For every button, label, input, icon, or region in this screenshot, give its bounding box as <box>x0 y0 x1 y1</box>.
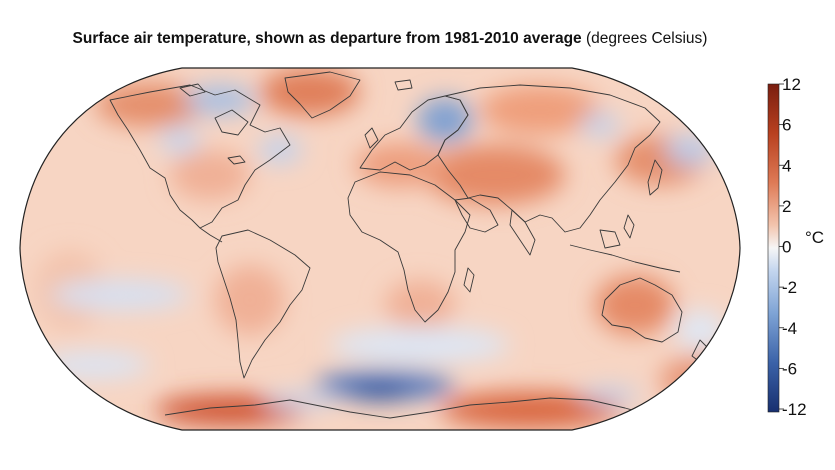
colorbar-unit: °C <box>805 228 824 247</box>
borneo-outline <box>599 229 621 249</box>
globe-border <box>19 67 741 431</box>
africa-outline <box>347 171 471 323</box>
colorbar-tick-label: -4 <box>782 319 797 338</box>
colorbar-ticks: 12 6 4 2 0 -2 -4 -6 -12 <box>779 75 807 419</box>
great-lakes-outline <box>227 155 246 165</box>
colorbar-tick-label: 2 <box>782 197 791 216</box>
title-unit: (degrees Celsius) <box>586 30 708 47</box>
japan-outline <box>647 159 663 196</box>
colorbar-tick-label: -12 <box>782 400 807 419</box>
north-america-outline <box>109 84 291 229</box>
central-america-outline <box>199 227 223 243</box>
figure-title: Surface air temperature, shown as depart… <box>0 30 780 48</box>
britain-outline <box>364 127 379 149</box>
arabia-outline <box>454 197 499 233</box>
title-main: Surface air temperature, shown as depart… <box>72 30 582 47</box>
svalbard-outline <box>394 79 413 91</box>
colorbar-tick-label: 4 <box>782 156 791 175</box>
antarctica-outline <box>164 397 661 419</box>
greenland-outline <box>284 71 361 119</box>
india-outline <box>509 209 536 256</box>
asia-outline <box>437 84 661 233</box>
colorbar-tick-label: -6 <box>782 359 797 378</box>
colorbar-tick-label: 6 <box>782 116 791 135</box>
philippines-outline <box>623 214 635 239</box>
arctic-islands-outline <box>179 83 206 97</box>
madagascar-outline <box>463 267 475 293</box>
anomaly-field <box>20 68 740 430</box>
colorbar-gradient <box>767 83 780 413</box>
continent-outlines <box>109 71 709 419</box>
indonesia-outline <box>569 244 681 273</box>
colorbar: 12 6 4 2 0 -2 -4 -6 -12 °C <box>767 75 824 419</box>
hudson-bay-outline <box>214 109 249 136</box>
colorbar-tick-label: -2 <box>782 278 797 297</box>
colorbar-tick-label: 12 <box>782 75 801 94</box>
anomaly-patches <box>35 68 740 428</box>
south-america-outline <box>215 229 311 379</box>
colorbar-tick-label: 0 <box>782 238 791 257</box>
australia-outline <box>601 277 683 343</box>
